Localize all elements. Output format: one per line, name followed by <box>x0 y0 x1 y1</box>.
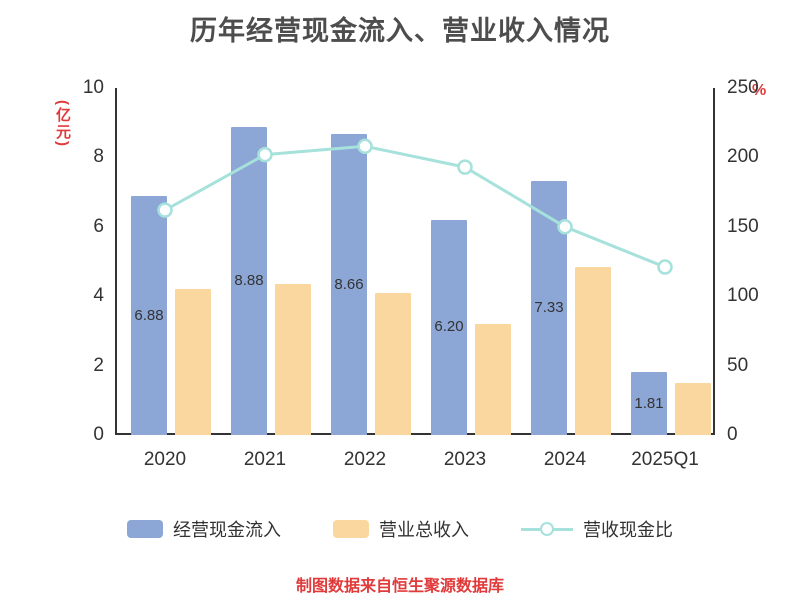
bar-value-label: 1.81 <box>634 394 664 412</box>
legend: 经营现金流入 营业总收入 营收现金比 <box>0 516 800 542</box>
x-axis-category-label: 2022 <box>343 449 387 470</box>
bar-total-revenue <box>375 292 411 435</box>
ratio-line-point <box>157 202 173 218</box>
x-axis-category-label: 2025Q1 <box>631 449 699 470</box>
x-axis-category-label: 2024 <box>543 449 587 470</box>
y-axis-right-tick-label: 100 <box>727 285 759 307</box>
x-axis-category-label: 2023 <box>443 449 487 470</box>
legend-item-revenue[interactable]: 营业总收入 <box>333 516 469 542</box>
legend-label: 营收现金比 <box>583 520 673 540</box>
y-axis-right-tick-label: 250 <box>727 77 759 98</box>
bar-operating-cash-inflow <box>131 196 167 435</box>
ratio-line-point <box>657 259 673 275</box>
bar-total-revenue <box>275 284 311 435</box>
right-axis-unit-label: % <box>752 82 767 99</box>
bar-operating-cash-inflow <box>431 219 467 435</box>
bar-total-revenue <box>475 323 511 435</box>
legend-swatch-icon <box>333 520 369 538</box>
bar-value-label: 7.33 <box>534 298 564 316</box>
chart-title: 历年经营现金流入、营业收入情况 <box>190 16 610 46</box>
ratio-line-point <box>357 138 373 155</box>
ratio-line-layer <box>157 138 673 275</box>
legend-label: 经营现金流入 <box>173 520 281 540</box>
bar-operating-cash-inflow <box>331 134 367 435</box>
data-source-note: 制图数据来自恒生聚源数据库 <box>295 578 504 595</box>
y-axis-left-tick-label: 10 <box>82 77 104 98</box>
legend-swatch-icon <box>127 520 163 538</box>
y-axis-left-tick-label: 6 <box>93 215 104 237</box>
y-axis-right-tick-label: 50 <box>727 354 749 376</box>
bar-value-label: 6.88 <box>134 306 164 324</box>
bar-total-revenue <box>675 382 711 435</box>
y-axis-right-tick-label: 0 <box>727 424 738 445</box>
y-axis-left-tick-label: 4 <box>93 285 104 307</box>
legend-item-ratio[interactable]: 营收现金比 <box>521 516 673 542</box>
ratio-line <box>164 144 666 269</box>
legend-line-marker-icon <box>521 520 573 538</box>
bar-value-label: 8.66 <box>334 275 364 293</box>
ratio-line-point <box>257 146 273 163</box>
y-axis-right-tick-label: 200 <box>727 146 759 168</box>
bar-value-label: 6.20 <box>434 318 464 336</box>
y-axis-left-tick-label: 2 <box>93 354 104 376</box>
x-axis-category-label: 2021 <box>243 449 287 470</box>
bar-operating-cash-inflow <box>631 372 667 435</box>
bar-total-revenue <box>575 267 611 435</box>
bar-total-revenue <box>175 289 211 435</box>
plot-area <box>115 88 715 435</box>
y-axis-left-tick-label: 0 <box>93 424 104 445</box>
bar-value-label: 8.88 <box>234 271 264 289</box>
legend-item-cash-inflow[interactable]: 经营现金流入 <box>127 516 281 542</box>
bar-operating-cash-inflow <box>231 126 267 435</box>
y-axis-right-tick-label: 150 <box>727 215 759 237</box>
y-axis-left-tick-label: 8 <box>93 146 104 168</box>
ratio-line-point <box>557 219 573 235</box>
x-axis-category-label: 2020 <box>143 449 187 470</box>
left-axis-unit-label: (亿元) <box>54 100 71 148</box>
legend-label: 营业总收入 <box>379 520 469 540</box>
ratio-line-point <box>457 159 473 175</box>
